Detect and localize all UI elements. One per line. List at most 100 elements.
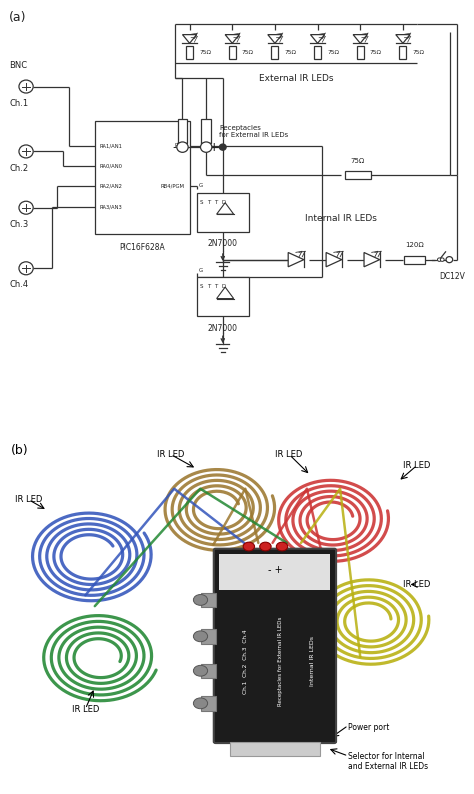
Text: - +: - +: [268, 565, 282, 575]
Text: RA3/AN3: RA3/AN3: [100, 204, 122, 209]
Bar: [201, 592, 216, 607]
Text: G: G: [199, 183, 203, 188]
Bar: [197, 193, 249, 232]
Text: IR LED: IR LED: [15, 495, 42, 504]
Polygon shape: [364, 252, 380, 267]
Polygon shape: [217, 287, 234, 299]
Text: T: T: [214, 200, 217, 205]
Circle shape: [276, 542, 288, 551]
Text: External IR LEDs: External IR LEDs: [259, 74, 334, 83]
Circle shape: [201, 142, 212, 152]
Text: Receptacles
for External IR LEDs: Receptacles for External IR LEDs: [219, 125, 289, 138]
Circle shape: [440, 258, 444, 261]
Text: 75Ω: 75Ω: [370, 50, 382, 56]
Circle shape: [438, 258, 441, 261]
Circle shape: [177, 142, 188, 152]
Text: RB5: RB5: [174, 144, 185, 148]
Text: 2N7000: 2N7000: [208, 324, 238, 333]
Bar: [230, 742, 320, 756]
Text: 75Ω: 75Ω: [412, 50, 424, 56]
Polygon shape: [396, 35, 410, 43]
Bar: [178, 119, 187, 143]
Bar: [201, 629, 216, 643]
Text: Selector for Internal
and External IR LEDs: Selector for Internal and External IR LE…: [348, 752, 428, 771]
Text: RA2/AN2: RA2/AN2: [100, 184, 123, 189]
Text: IR LED: IR LED: [275, 450, 303, 459]
Circle shape: [446, 256, 453, 263]
Text: Internal IR LEDs: Internal IR LEDs: [305, 214, 377, 223]
Polygon shape: [225, 35, 239, 43]
Polygon shape: [288, 252, 304, 267]
Text: (b): (b): [10, 444, 28, 457]
Bar: [271, 46, 279, 60]
Text: T: T: [207, 284, 210, 289]
Text: +: +: [209, 141, 219, 153]
Text: Power port: Power port: [348, 723, 390, 731]
Bar: [186, 46, 193, 60]
Text: 75Ω: 75Ω: [351, 157, 365, 164]
Bar: [197, 277, 249, 316]
Text: Ch.1  Ch.2  Ch.3  Ch.4: Ch.1 Ch.2 Ch.3 Ch.4: [243, 629, 248, 693]
Polygon shape: [217, 202, 234, 214]
Text: Ch.3: Ch.3: [9, 220, 29, 229]
Text: D: D: [221, 284, 226, 289]
Bar: [201, 119, 211, 143]
Text: S: S: [200, 200, 203, 205]
Circle shape: [19, 145, 33, 158]
Circle shape: [219, 144, 226, 150]
Circle shape: [19, 201, 33, 214]
Bar: [345, 172, 371, 179]
Text: D: D: [221, 200, 226, 205]
Text: RB4/PGM: RB4/PGM: [161, 184, 185, 189]
Polygon shape: [310, 35, 325, 43]
Text: G: G: [199, 268, 203, 272]
Text: T: T: [207, 200, 210, 205]
Bar: [95, 121, 190, 233]
Text: T: T: [214, 284, 217, 289]
Text: RA0/AN0: RA0/AN0: [100, 164, 123, 168]
Circle shape: [19, 80, 33, 93]
Text: -: -: [173, 141, 177, 153]
Text: DC12V: DC12V: [440, 272, 465, 281]
Text: 75Ω: 75Ω: [327, 50, 339, 56]
Text: Internal IR LEDs: Internal IR LEDs: [310, 636, 315, 686]
Text: IR LED: IR LED: [403, 580, 431, 589]
Bar: [314, 46, 321, 60]
Bar: [229, 46, 236, 60]
Polygon shape: [353, 35, 367, 43]
Polygon shape: [268, 35, 282, 43]
Text: Receptacles for External IR LEDs: Receptacles for External IR LEDs: [278, 616, 283, 706]
Bar: [404, 256, 425, 264]
Circle shape: [193, 595, 208, 605]
Text: IR LED: IR LED: [403, 461, 431, 470]
Bar: [201, 696, 216, 711]
Text: IR LED: IR LED: [72, 704, 99, 714]
Circle shape: [193, 631, 208, 642]
Text: 120Ω: 120Ω: [405, 242, 424, 249]
Bar: [356, 46, 364, 60]
Text: BNC: BNC: [9, 61, 27, 70]
Bar: [201, 664, 216, 678]
Circle shape: [243, 542, 255, 551]
Bar: [400, 46, 407, 60]
Circle shape: [193, 698, 208, 709]
Text: 75Ω: 75Ω: [199, 50, 211, 56]
Bar: [219, 553, 330, 590]
Circle shape: [260, 542, 271, 551]
Text: Ch.4: Ch.4: [9, 280, 28, 289]
Circle shape: [19, 262, 33, 275]
Text: 2N7000: 2N7000: [208, 239, 238, 249]
Circle shape: [193, 665, 208, 676]
Text: 75Ω: 75Ω: [284, 50, 296, 56]
Text: Ch.1: Ch.1: [9, 98, 28, 108]
Text: IR LED: IR LED: [157, 450, 184, 459]
Text: S: S: [200, 284, 203, 289]
Text: Ch.2: Ch.2: [9, 164, 28, 172]
FancyBboxPatch shape: [214, 549, 336, 743]
Polygon shape: [326, 252, 342, 267]
Text: 75Ω: 75Ω: [242, 50, 254, 56]
Text: RA1/AN1: RA1/AN1: [100, 144, 123, 148]
Polygon shape: [182, 35, 197, 43]
Text: (a): (a): [9, 11, 26, 24]
Text: PIC16F628A: PIC16F628A: [119, 243, 165, 252]
